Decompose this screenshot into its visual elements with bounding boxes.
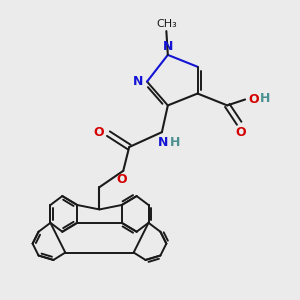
Text: O: O (93, 126, 104, 139)
Text: H: H (260, 92, 270, 105)
Text: N: N (163, 40, 173, 52)
Text: O: O (248, 93, 259, 106)
Text: O: O (235, 126, 246, 139)
Text: O: O (116, 173, 127, 186)
Text: H: H (170, 136, 181, 149)
Text: N: N (158, 136, 169, 149)
Text: CH₃: CH₃ (156, 19, 177, 29)
Text: N: N (133, 75, 143, 88)
